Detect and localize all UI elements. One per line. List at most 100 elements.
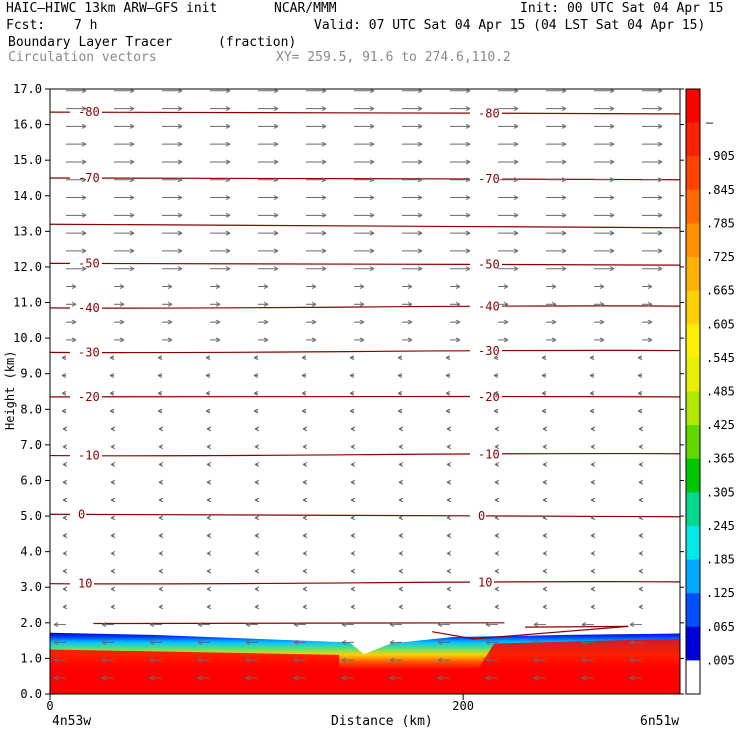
forecast-hour: 7 h <box>74 18 98 33</box>
wind-vector-head <box>177 266 183 272</box>
wind-vector-head <box>609 248 615 254</box>
wind-vector-head <box>542 550 548 556</box>
tracer-core-right <box>463 638 680 694</box>
isotherm-label: -70 <box>478 172 500 186</box>
wind-vector-head <box>254 604 260 610</box>
wind-vector-head <box>110 479 116 485</box>
x-right-endpoint: 6n51w <box>640 714 679 729</box>
y-tick-label: 12.0 <box>13 260 42 274</box>
wind-vector-head <box>302 479 308 485</box>
colorbar-swatch <box>686 223 700 258</box>
wind-vector-head <box>149 675 155 681</box>
wind-vector-head <box>398 604 404 610</box>
wind-vector-head <box>101 657 107 663</box>
wind-vector-head <box>657 212 663 218</box>
wind-vector-head <box>561 195 567 200</box>
wind-vector-head <box>485 657 491 663</box>
wind-vector-head <box>149 622 155 628</box>
wind-vector-head <box>273 230 279 236</box>
wind-vector-head <box>293 675 299 681</box>
isotherm-label: -70 <box>78 171 100 185</box>
x-axis-label: Distance (km) <box>331 714 433 729</box>
y-tick-label: 13.0 <box>13 224 42 238</box>
isotherm-label: -20 <box>78 390 100 404</box>
tracer-core-left <box>50 649 340 694</box>
wind-vector-head <box>407 337 413 343</box>
wind-vector-head <box>253 390 259 396</box>
wind-vector-head <box>637 355 643 361</box>
wind-vector-head <box>561 159 567 165</box>
wind-vector-head <box>109 373 115 378</box>
wind-vector-head <box>397 408 403 414</box>
colorbar-frame <box>685 88 701 695</box>
wind-vector-head <box>590 462 596 467</box>
wind-vector-head <box>397 373 403 378</box>
colorbar-swatch <box>686 660 700 695</box>
wind-vector-head <box>638 586 644 592</box>
wind-vector-head <box>205 355 211 361</box>
wind-vector-head <box>446 533 452 539</box>
wind-vector-head <box>206 426 212 432</box>
wind-vector-head <box>177 177 183 183</box>
wind-vector-head <box>301 390 307 396</box>
wind-vector-head <box>494 444 500 450</box>
wind-vector-head <box>53 675 59 681</box>
wind-vector-head <box>225 195 231 200</box>
wind-vector-head <box>494 426 500 432</box>
wind-vector-head <box>465 212 471 218</box>
wind-vector-head <box>129 159 135 165</box>
wind-vector-head <box>293 622 299 628</box>
wind-vector-head <box>503 337 509 343</box>
wind-vector-head <box>129 106 135 112</box>
wind-vector-head <box>398 586 404 592</box>
wind-vector-head <box>561 123 567 129</box>
wind-vector-head <box>513 266 519 272</box>
wind-vector-head <box>62 533 68 539</box>
wind-vector-head <box>225 141 231 147</box>
wind-vector-head <box>638 426 644 432</box>
wind-vector-head <box>301 373 307 378</box>
x-tick-label: 200 <box>452 699 474 713</box>
wind-vector-head <box>581 675 587 681</box>
wind-vector-head <box>369 106 375 112</box>
wind-vector-head <box>273 177 279 183</box>
isotherm-label: -80 <box>78 105 100 119</box>
wind-vector-head <box>110 568 116 574</box>
wind-vector-head <box>541 373 547 378</box>
wind-vector-head <box>389 657 395 663</box>
wind-vector-head <box>158 550 164 556</box>
wind-vector-head <box>407 319 413 325</box>
isotherm-contours: -80 -80-70 -70-50 -50-40 -40-30 -30-20 -20-10-… <box>50 105 680 640</box>
wind-vector-head <box>273 266 279 272</box>
wind-vector-head <box>158 497 164 503</box>
wind-vector-head <box>465 195 471 200</box>
wind-vector-head <box>638 604 644 610</box>
wind-vector-head <box>119 319 125 325</box>
wind-vector-head <box>71 337 77 343</box>
wind-vector-head <box>513 123 519 129</box>
isotherm-curve <box>50 452 680 457</box>
wind-vector-head <box>110 533 116 539</box>
wind-vector-head <box>311 337 317 343</box>
wind-vector-head <box>590 515 596 521</box>
wind-vector-head <box>157 355 163 361</box>
wind-vector-head <box>62 426 68 432</box>
wind-vector-head <box>657 230 663 236</box>
wind-vector-head <box>53 622 59 628</box>
org-label: NCAR/MMM <box>274 1 337 16</box>
wind-vector-head <box>609 141 615 147</box>
colorbar-swatch <box>686 458 700 493</box>
wind-vector-head <box>542 444 548 450</box>
wind-vector-head <box>350 426 356 432</box>
wind-vector-head <box>321 106 327 112</box>
wind-vector-head <box>590 550 596 556</box>
wind-vector-head <box>589 373 595 378</box>
colorbar-swatch <box>686 324 700 359</box>
wind-vector-head <box>349 408 355 414</box>
wind-vector-head <box>302 497 308 503</box>
wind-vector-head <box>446 479 452 485</box>
wind-vector-head <box>197 657 203 663</box>
wind-vector-head <box>254 550 260 556</box>
isotherm-curve <box>50 111 680 115</box>
